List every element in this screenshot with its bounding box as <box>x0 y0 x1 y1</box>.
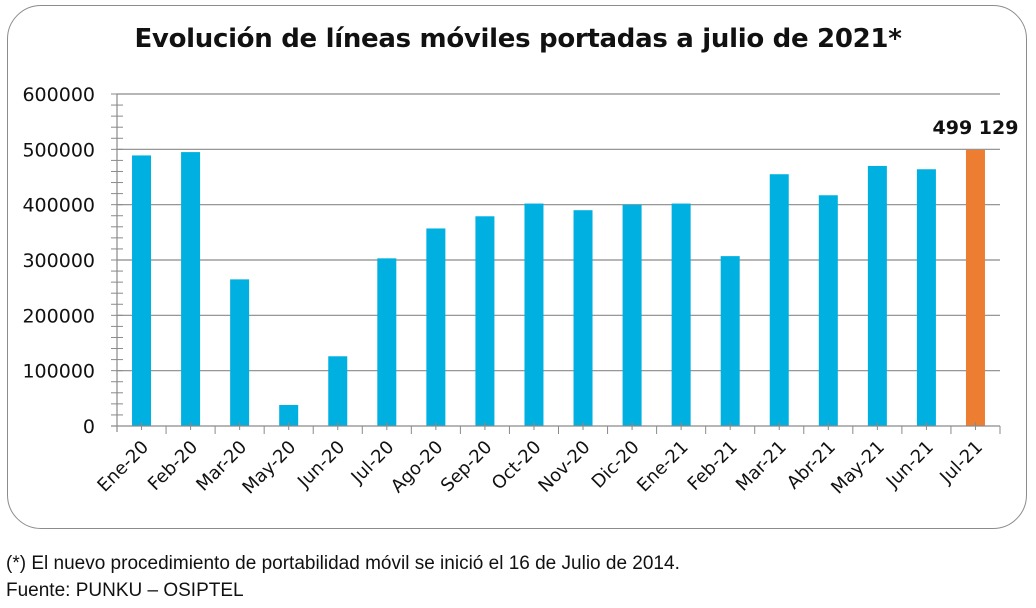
bar-abr-21 <box>818 195 838 426</box>
x-tick-label: Nov-20 <box>534 437 594 497</box>
y-tick-label: 500000 <box>22 139 95 161</box>
bar-ene-20 <box>132 155 152 427</box>
bar-nov-20 <box>573 210 593 426</box>
x-tick-label: Jun-20 <box>293 437 349 493</box>
x-axis: Ene-20Feb-20Mar-20May-20Jun-20Jul-20Ago-… <box>93 422 1001 499</box>
bar-jun-21 <box>916 169 936 426</box>
x-tick-label: Ene-21 <box>633 437 693 497</box>
source-note: Fuente: PUNKU – OSIPTEL <box>6 580 244 601</box>
x-tick-label: Feb-21 <box>684 437 742 495</box>
x-tick-label: May-20 <box>239 437 301 499</box>
y-axis: 0 100000 200000 300000 400000 500000 600000 <box>22 84 123 438</box>
y-tick-label: 0 <box>83 416 95 438</box>
x-tick-label: Jul-21 <box>935 437 987 489</box>
bar-jun-20 <box>328 356 348 426</box>
y-tick-label: 400000 <box>22 195 95 217</box>
x-tick-label: Jun-21 <box>882 437 938 493</box>
bar-feb-20 <box>181 152 201 426</box>
x-tick-label: Ene-20 <box>93 437 153 497</box>
bar-dic-20 <box>622 204 642 426</box>
y-tick-label: 300000 <box>22 250 95 272</box>
footnote: (*) El nuevo procedimiento de portabilid… <box>6 553 680 574</box>
bars <box>132 149 985 427</box>
bar-sep-20 <box>475 216 495 426</box>
bar-mar-20 <box>230 279 250 426</box>
chart-frame <box>7 5 1027 529</box>
bar-chart: 0 100000 200000 300000 400000 500000 600000 En… <box>22 84 1019 499</box>
bar-ene-21 <box>671 203 691 426</box>
data-label: 499 129 <box>933 117 1019 139</box>
bar-feb-21 <box>720 256 740 426</box>
bar-oct-20 <box>524 203 544 426</box>
chart-title: Evolución de líneas móviles portadas a j… <box>134 24 902 54</box>
x-tick-label: Mar-21 <box>732 437 791 496</box>
y-tick-label: 100000 <box>22 361 95 383</box>
bar-may-20 <box>279 404 299 426</box>
data-labels: 499 129 <box>933 117 1019 139</box>
gridlines <box>117 93 1000 372</box>
y-tick-label: 200000 <box>22 305 95 327</box>
bar-jul-20 <box>377 258 397 426</box>
x-tick-label: May-21 <box>827 437 889 499</box>
x-tick-label: Feb-20 <box>144 437 202 495</box>
bar-mar-21 <box>769 174 789 426</box>
bar-may-21 <box>867 165 887 426</box>
bar-jul-21 <box>965 149 985 426</box>
x-tick-label: Sep-20 <box>437 437 497 497</box>
bar-ago-20 <box>426 228 446 426</box>
y-tick-label: 600000 <box>22 84 95 106</box>
x-tick-label: Ago-20 <box>387 437 447 497</box>
